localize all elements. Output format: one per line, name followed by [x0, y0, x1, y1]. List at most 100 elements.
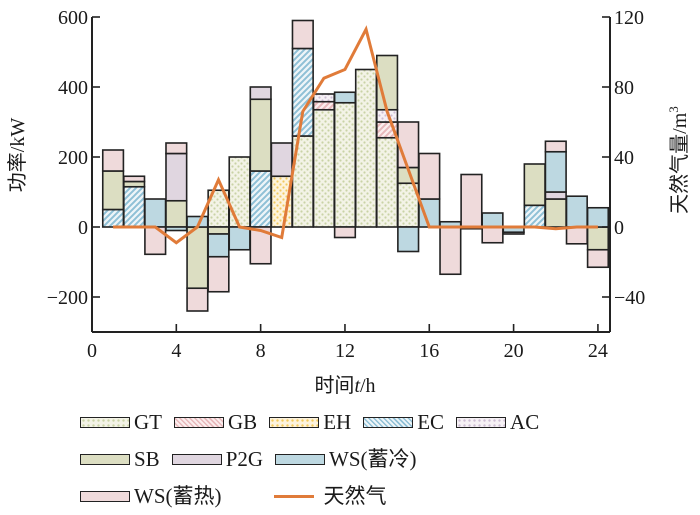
y-tick-label: 400	[58, 77, 88, 99]
bar-ec-h21	[524, 205, 545, 227]
y-tick-label: −200	[47, 287, 88, 309]
bar-wsc-h24	[588, 208, 609, 227]
x-tick-label: 16	[419, 340, 439, 362]
legend-item-eh: EH	[269, 412, 351, 433]
legend-label-sb: SB	[134, 449, 160, 470]
x-tick-label: 24	[588, 340, 608, 362]
y2-tick-label: −40	[614, 287, 645, 309]
bar-wsh-h17	[440, 227, 461, 274]
bar-wsh-h24	[588, 250, 609, 268]
bar-gt-h7	[229, 157, 250, 227]
bar-gb-h11	[314, 102, 335, 110]
x-axis-title: 时间t/h	[314, 374, 375, 397]
x-title-part: 时间	[314, 374, 354, 397]
y2-axis-title-sup: 3	[666, 106, 681, 113]
bars-layer	[103, 21, 608, 312]
bar-wsh-h18	[461, 175, 482, 228]
bar-sb-h22	[545, 199, 566, 227]
legend-swatch-ws-heat	[80, 491, 130, 502]
y-tick-label: 600	[58, 7, 88, 29]
legend-label-gb: GB	[228, 412, 257, 433]
legend-row-1: GT GB EH EC AC	[80, 404, 700, 441]
y2-axis-title: 天然气量/m3	[666, 106, 691, 214]
bar-wsc-h6	[208, 234, 229, 257]
bar-ec-h8	[250, 171, 271, 227]
legend-item-ws-heat: WS(蓄热)	[80, 486, 222, 507]
legend-label-ws-heat: WS(蓄热)	[134, 486, 222, 507]
bar-p2g-h9	[271, 143, 292, 176]
legend-swatch-gt	[80, 417, 130, 428]
legend-label-ac: AC	[510, 412, 539, 433]
bar-p2g-h22	[545, 192, 566, 199]
y2-axis-title-text: 天然气量/m	[668, 112, 691, 214]
legend-label-p2g: P2G	[226, 449, 263, 470]
x-tick-label: 8	[256, 340, 266, 362]
bar-wsh-h20	[503, 232, 524, 234]
bar-wsh-h19	[482, 227, 503, 243]
bar-sb-h6	[208, 227, 229, 234]
bar-wsh-h5	[187, 288, 208, 311]
bar-wsh-h10	[292, 21, 313, 49]
y2-tick-label: 80	[614, 77, 634, 99]
bar-wsc-h12	[335, 92, 356, 103]
bar-wsc-h3	[145, 199, 166, 227]
bar-ac-h11	[314, 94, 335, 102]
y2-tick-label: 120	[614, 7, 644, 29]
bar-ec-h2	[124, 187, 145, 227]
bar-sb-h5	[187, 227, 208, 288]
bar-gt-h12	[335, 103, 356, 227]
legend-label-ec: EC	[417, 412, 444, 433]
legend-row-2: SB P2G WS(蓄冷)	[80, 441, 700, 478]
legend-label-eh: EH	[323, 412, 351, 433]
legend-item-sb: SB	[80, 449, 160, 470]
bar-wsc-h19	[482, 213, 503, 227]
bar-wsh-h23	[567, 227, 588, 244]
bar-wsh-h12	[335, 227, 356, 238]
bar-ec-h1	[103, 210, 124, 228]
bar-wsc-h23	[567, 196, 588, 227]
bar-sb-h21	[524, 164, 545, 205]
legend-swatch-ws-cold	[275, 454, 325, 465]
legend-swatch-ec	[363, 417, 413, 428]
legend: GT GB EH EC AC SB P2G WS(蓄冷) WS(蓄热) 天然气	[80, 404, 700, 515]
bar-gt-h13	[356, 70, 377, 228]
legend-item-gb: GB	[174, 412, 257, 433]
legend-swatch-gb	[174, 417, 224, 428]
legend-item-ac: AC	[456, 412, 539, 433]
bar-wsc-h4	[166, 227, 187, 231]
bar-wsh-h6	[208, 257, 229, 292]
legend-item-gt: GT	[80, 412, 162, 433]
bar-p2g-h4	[166, 154, 187, 201]
x-title-unit: /h	[360, 375, 376, 397]
bar-wsh-h2	[124, 176, 145, 181]
bar-gt-h11	[314, 110, 335, 227]
bar-sb-h8	[250, 99, 271, 171]
bar-wsh-h1	[103, 150, 124, 171]
legend-swatch-eh	[269, 417, 319, 428]
y-tick-label: 200	[58, 147, 88, 169]
x-tick-label: 20	[504, 340, 524, 362]
bar-gt-h14	[377, 138, 398, 227]
legend-item-ws-cold: WS(蓄冷)	[275, 449, 417, 470]
y-axis-title: 功率/kW	[6, 118, 29, 193]
y2-tick-label: 0	[614, 217, 624, 239]
y2-tick-label: 40	[614, 147, 634, 169]
legend-row-3: WS(蓄热) 天然气	[80, 478, 700, 515]
legend-swatch-natural-gas	[274, 495, 314, 498]
y-tick-label: 0	[78, 217, 88, 239]
legend-item-ec: EC	[363, 412, 444, 433]
legend-label-ws-cold: WS(蓄冷)	[329, 449, 417, 470]
legend-swatch-sb	[80, 454, 130, 465]
legend-swatch-p2g	[172, 454, 222, 465]
bar-wsh-h16	[419, 154, 440, 200]
bar-wsh-h15	[398, 122, 419, 168]
legend-label-gt: GT	[134, 412, 162, 433]
bar-p2g-h8	[250, 87, 271, 99]
bar-wsh-h22	[545, 141, 566, 152]
bar-sb-h24	[588, 227, 609, 250]
bar-sb-h4	[166, 201, 187, 227]
bar-wsc-h7	[229, 227, 250, 250]
bar-wsc-h22	[545, 152, 566, 192]
x-tick-label: 0	[87, 340, 97, 362]
